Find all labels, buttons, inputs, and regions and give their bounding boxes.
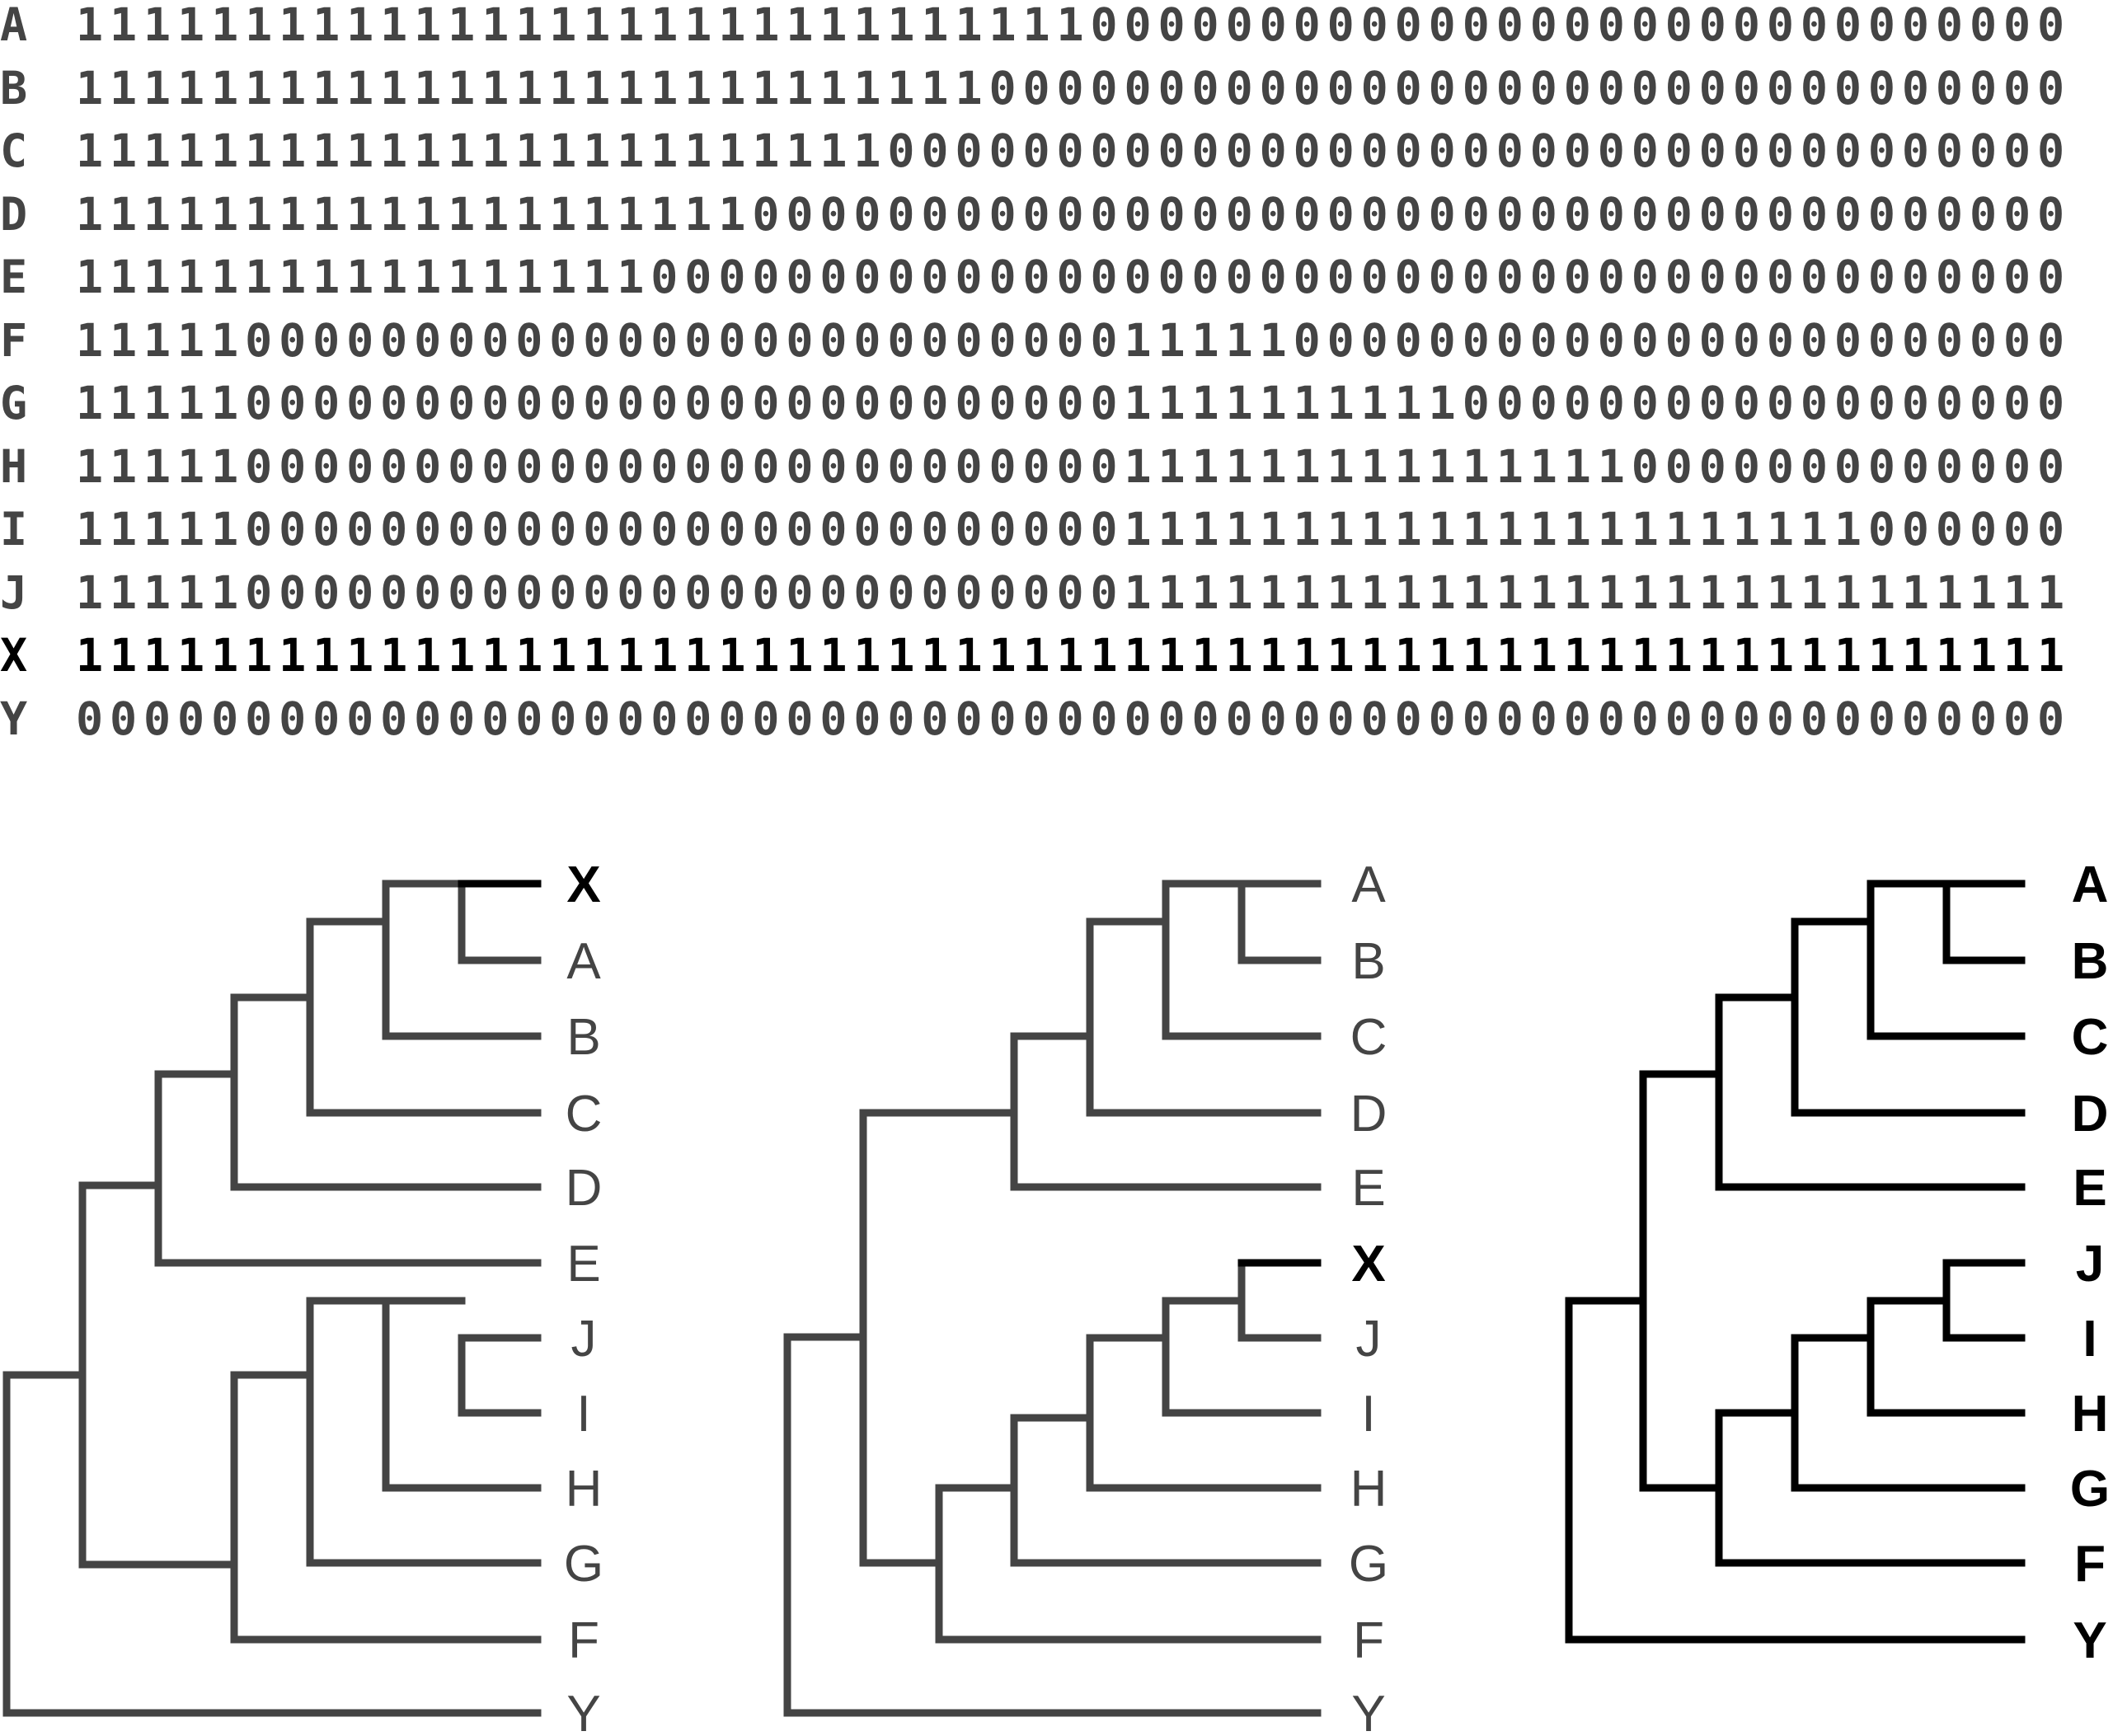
leaf-label-j: J: [2076, 1236, 2104, 1293]
leaf-label-b: B: [566, 1009, 600, 1066]
leaf-label-c: C: [566, 1086, 603, 1142]
leaf-label-d: D: [566, 1160, 603, 1217]
matrix-row-j: J 111110000000000000000000000000011111111…: [0, 568, 2113, 617]
leaf-label-h: H: [566, 1461, 603, 1518]
leaf-label-i: I: [1361, 1386, 1375, 1443]
matrix-row-bits: 1111111111111111111100000000000000000000…: [76, 187, 2071, 241]
matrix-row-label: X: [0, 629, 28, 682]
leaf-label-b: B: [2072, 933, 2109, 990]
leaf-label-y: Y: [2073, 1612, 2106, 1669]
leaf-label-i: I: [2082, 1311, 2097, 1368]
character-matrix: A 111111111111111111111111111111000000000…: [0, 0, 2113, 744]
matrix-row-label: Y: [0, 692, 28, 745]
leaf-label-g: G: [1349, 1536, 1388, 1593]
matrix-row-d: D 111111111111111111110000000000000000000…: [0, 190, 2113, 239]
matrix-row-label: H: [0, 439, 28, 493]
leaf-label-e: E: [2073, 1160, 2106, 1217]
matrix-row-label: B: [0, 61, 28, 115]
matrix-row-label: D: [0, 187, 28, 241]
matrix-row-g: G 111110000000000000000000000000011111111…: [0, 378, 2113, 428]
matrix-row-f: F 111110000000000000000000000000011111000…: [0, 316, 2113, 365]
matrix-row-bits: 0000000000000000000000000000000000000000…: [76, 692, 2071, 745]
matrix-row-y: Y 000000000000000000000000000000000000000…: [0, 694, 2113, 744]
matrix-row-label: G: [0, 377, 28, 429]
leaf-label-y: Y: [1351, 1686, 1385, 1736]
matrix-row-c: C 111111111111111111111111000000000000000…: [0, 126, 2113, 176]
leaf-label-h: H: [1350, 1461, 1388, 1518]
leaf-label-e: E: [1351, 1160, 1385, 1217]
matrix-row-label: C: [0, 124, 28, 177]
matrix-row-label: A: [0, 0, 28, 51]
matrix-row-i: I 111110000000000000000000000000011111111…: [0, 504, 2113, 554]
leaf-label-d: D: [1350, 1086, 1388, 1142]
matrix-row-label: E: [0, 251, 28, 303]
matrix-row-label: I: [0, 503, 28, 556]
leaf-label-a: A: [1351, 856, 1386, 913]
leaf-label-g: G: [564, 1536, 603, 1593]
matrix-row-bits: 1111100000000000000000000000000111111111…: [76, 439, 2071, 493]
leaf-label-e: E: [566, 1236, 600, 1293]
leaf-label-j: J: [571, 1311, 597, 1368]
leaf-label-f: F: [1353, 1612, 1384, 1669]
leaf-label-h: H: [2072, 1386, 2109, 1443]
matrix-row-bits: 1111111111111111111111110000000000000000…: [76, 124, 2071, 177]
matrix-row-x: X 111111111111111111111111111111111111111…: [0, 631, 2113, 680]
matrix-row-bits: 1111100000000000000000000000000111111111…: [76, 565, 2071, 619]
matrix-row-bits: 1111100000000000000000000000000111110000…: [76, 313, 2071, 367]
leaf-label-c: C: [2072, 1009, 2109, 1066]
leaf-label-x: X: [1351, 1236, 1385, 1293]
leaf-label-d: D: [2072, 1086, 2109, 1142]
matrix-row-label: J: [0, 565, 28, 619]
leaf-label-b: B: [1351, 933, 1385, 990]
leaf-label-x: X: [566, 856, 600, 913]
leaf-label-y: Y: [566, 1686, 600, 1736]
matrix-row-bits: 1111111111111111111111111110000000000000…: [76, 61, 2071, 115]
matrix-row-a: A 111111111111111111111111111111000000000…: [0, 0, 2113, 49]
matrix-row-h: H 111110000000000000000000000000011111111…: [0, 442, 2113, 491]
matrix-row-bits: 1111100000000000000000000000000111111111…: [76, 503, 2071, 556]
leaf-label-f: F: [2074, 1536, 2106, 1593]
leaf-label-j: J: [1356, 1311, 1382, 1368]
matrix-row-bits: 1111111111111111100000000000000000000000…: [76, 251, 2071, 303]
matrix-row-bits: 1111111111111111111111111111110000000000…: [76, 0, 2071, 51]
leaf-label-g: G: [2070, 1461, 2110, 1518]
matrix-row-bits: 1111111111111111111111111111111111111111…: [76, 629, 2071, 682]
leaf-label-f: F: [568, 1612, 599, 1669]
leaf-label-a: A: [2072, 856, 2109, 913]
matrix-row-e: E 111111111111111110000000000000000000000…: [0, 252, 2113, 302]
leaf-label-c: C: [1350, 1009, 1388, 1066]
matrix-row-b: B 111111111111111111111111111000000000000…: [0, 63, 2113, 113]
leaf-label-i: I: [576, 1386, 590, 1443]
leaf-label-a: A: [566, 933, 601, 990]
matrix-row-bits: 1111100000000000000000000000000111111111…: [76, 377, 2071, 429]
matrix-row-label: F: [0, 313, 28, 367]
